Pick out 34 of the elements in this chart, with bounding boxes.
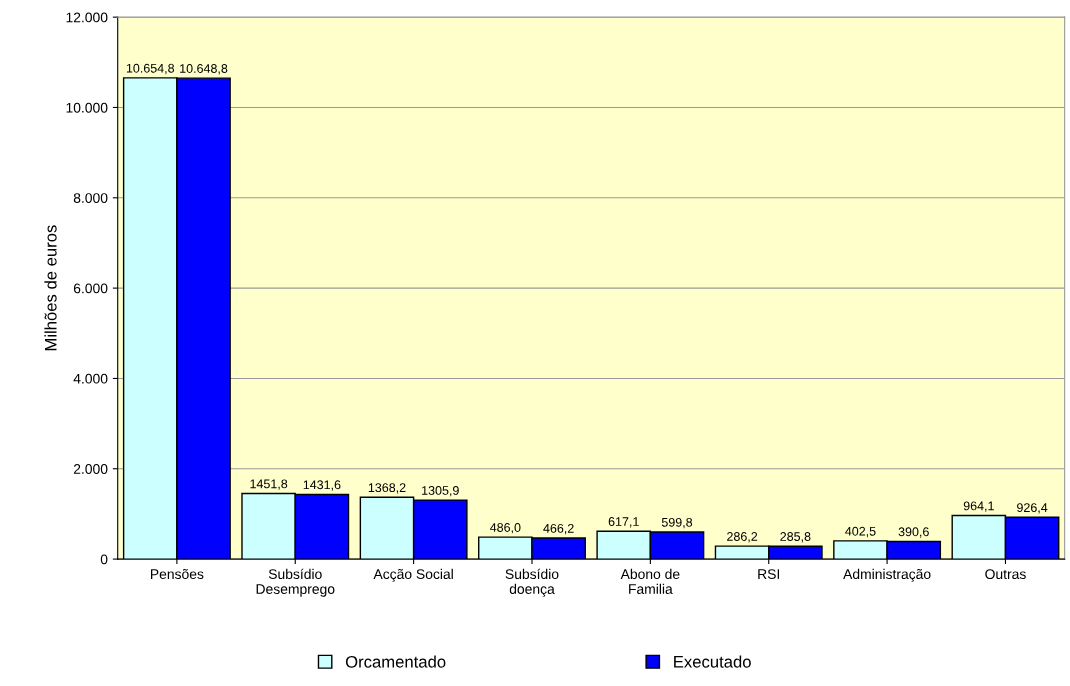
y-tick-label: 10.000 — [66, 102, 108, 113]
x-tick-label: Pensões — [151, 568, 204, 580]
y-tick-label: 2.000 — [73, 464, 108, 474]
data-label: 1431,6 — [303, 480, 341, 491]
data-label: 10.648,8 — [180, 64, 228, 75]
legend-label: Executado — [674, 655, 751, 668]
x-tick-label: RSI — [758, 569, 780, 580]
x-tick-label: Outras — [985, 569, 1026, 580]
data-label: 599,8 — [661, 517, 693, 529]
data-label: 285,8 — [780, 532, 811, 543]
y-tick-label: 12.000 — [66, 12, 108, 23]
data-label: 1368,2 — [368, 483, 406, 494]
data-label: 402,5 — [845, 526, 876, 538]
y-tick-label: 0 — [100, 554, 108, 565]
y-axis-title: Milhões de euros — [44, 225, 57, 351]
data-label: 617,1 — [608, 517, 639, 528]
x-tick-label: Subsídio Desemprego — [256, 568, 335, 597]
x-tick-label: Acção Social — [373, 568, 453, 582]
data-label: 286,2 — [727, 532, 758, 543]
data-label: 1451,8 — [250, 479, 288, 490]
data-label: 390,6 — [898, 527, 929, 538]
x-tick-label: Abono de Familia — [620, 568, 680, 594]
y-tick-label: 6.000 — [73, 283, 108, 294]
data-label: 466,2 — [543, 523, 574, 535]
data-label: 10.654,8 — [126, 63, 175, 75]
data-label: 964,1 — [963, 501, 994, 512]
y-tick-label: 4.000 — [73, 373, 108, 384]
data-label: 926,4 — [1017, 503, 1048, 514]
legend-label: Orcamentado — [345, 655, 446, 668]
y-tick-label: 8.000 — [73, 193, 108, 203]
x-tick-label: Administração — [843, 568, 931, 582]
data-label: 486,0 — [490, 523, 521, 534]
x-tick-label: Subsídio doença — [505, 568, 559, 597]
data-label: 1305,9 — [422, 486, 459, 497]
